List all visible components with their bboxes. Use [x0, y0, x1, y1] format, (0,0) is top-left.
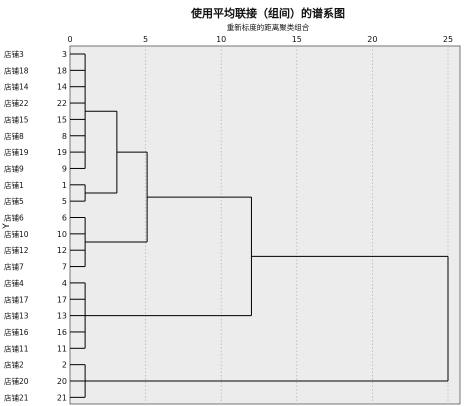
leaf-label: 店铺18: [4, 65, 29, 75]
leaf-case-number: 1: [62, 181, 67, 190]
leaf-case-number: 11: [57, 344, 67, 353]
leaf-label: 店铺2: [4, 360, 24, 370]
x-axis-ticks: 0 5 10 15 20 25: [67, 35, 453, 44]
leaf-case-number: 9: [62, 164, 67, 173]
leaf-label: 店铺15: [4, 114, 29, 124]
leaf-case-number: 15: [57, 115, 67, 124]
x-tick-label: 5: [143, 35, 148, 44]
leaf-case-number: 2: [62, 361, 67, 370]
leaf-label: 店铺3: [4, 49, 24, 59]
leaf-case-number: 17: [57, 295, 67, 304]
leaf-label: 店铺20: [4, 376, 29, 386]
leaf-case-number: 8: [62, 132, 67, 141]
leaf-label: 店铺19: [4, 147, 29, 157]
x-tick-label: 20: [367, 35, 377, 44]
x-tick-label: 10: [216, 35, 226, 44]
leaf-label: 店铺14: [4, 82, 29, 92]
leaf-case-number: 5: [62, 197, 67, 206]
leaf-case-number: 22: [57, 99, 67, 108]
leaf-label: 店铺11: [4, 343, 29, 353]
leaf-label: 店铺10: [4, 229, 29, 239]
leaf-case-number: 14: [57, 83, 67, 92]
leaf-case-number: 20: [57, 377, 67, 386]
leaf-label: 店铺7: [4, 262, 24, 272]
leaf-label: 店铺5: [4, 196, 24, 206]
y-axis-label: Y: [2, 223, 12, 230]
dendrogram-links: [70, 53, 449, 398]
leaf-label: 店铺21: [4, 392, 29, 402]
x-tick-label: 0: [67, 35, 72, 44]
chart-subtitle: 重新标度的距离聚类组合: [227, 22, 310, 32]
leaf-label: 店铺6: [4, 213, 24, 223]
leaf-case-number: 3: [62, 50, 67, 59]
leaf-case-number: 6: [62, 214, 67, 223]
leaf-label: 店铺1: [4, 180, 24, 190]
leaf-label: 店铺12: [4, 245, 29, 255]
leaf-case-number: 10: [57, 230, 67, 239]
leaf-label: 店铺16: [4, 327, 29, 337]
leaf-label: 店铺22: [4, 98, 29, 108]
leaf-label: 店铺4: [4, 278, 24, 288]
leaf-label: 店铺13: [4, 311, 29, 321]
plot-area: [69, 45, 461, 405]
x-tick-label: 15: [292, 35, 302, 44]
grid-lines: [145, 46, 449, 404]
leaf-case-number: 12: [57, 246, 67, 255]
leaf-case-number: 21: [57, 393, 67, 402]
leaf-case-number: 16: [57, 328, 67, 337]
x-tick-label: 25: [443, 35, 453, 44]
chart-title: 使用平均联接（组间）的谱系图: [190, 6, 345, 20]
leaf-label: 店铺17: [4, 294, 29, 304]
leaf-label: 店铺9: [4, 163, 24, 173]
leaf-case-number: 7: [62, 263, 67, 272]
leaf-label: 店铺8: [4, 131, 24, 141]
leaf-case-number: 13: [57, 312, 67, 321]
leaf-case-number: 4: [62, 279, 67, 288]
leaf-case-number: 19: [57, 148, 67, 157]
leaf-case-number: 18: [57, 66, 67, 75]
